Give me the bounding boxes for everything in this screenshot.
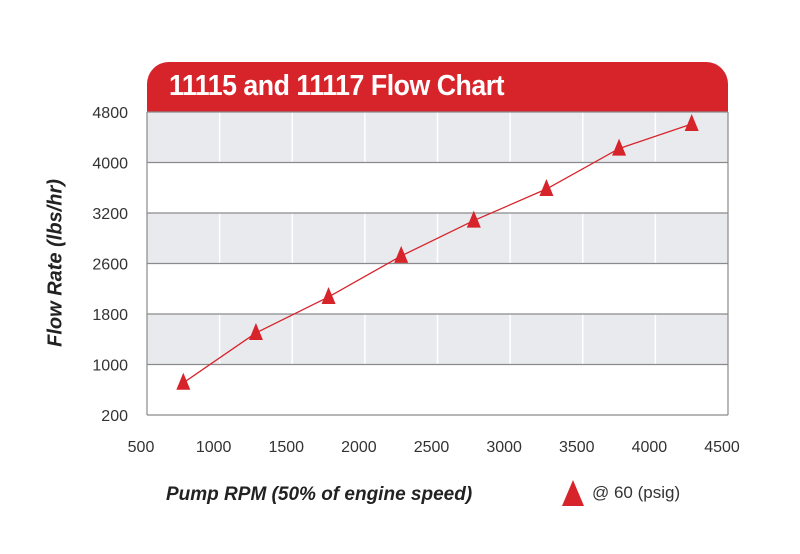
y-tick-label: 4000 [92, 156, 128, 173]
chart-title: 11115 and 11117 Flow Chart [169, 70, 505, 102]
legend: @ 60 (psig) [562, 480, 680, 506]
x-axis-label: Pump RPM (50% of engine speed) [166, 484, 473, 505]
data-point-triangle [539, 179, 554, 197]
legend-label: @ 60 (psig) [592, 483, 681, 502]
y-axis-label: Flow Rate (lbs/hr) [44, 179, 67, 347]
data-point-triangle [394, 245, 409, 263]
data-point-triangle [612, 138, 627, 156]
x-tick-label: 1500 [268, 439, 304, 456]
y-tick-label: 200 [101, 408, 128, 425]
x-tick-label: 1000 [196, 439, 232, 456]
y-tick-label: 1800 [92, 307, 128, 324]
legend-triangle-icon [562, 480, 584, 506]
data-point-triangle [176, 372, 191, 390]
y-tick-label: 2600 [92, 257, 128, 274]
x-tick-label: 500 [128, 439, 155, 456]
data-point-triangle [684, 113, 699, 131]
chart-title-bar: 11115 and 11117 Flow Chart [147, 62, 728, 112]
y-tick-label: 1000 [92, 358, 128, 375]
data-point-triangle [321, 286, 336, 304]
x-tick-label: 2000 [341, 439, 377, 456]
x-tick-label: 3000 [486, 439, 522, 456]
y-tick-label: 4800 [92, 105, 128, 122]
x-tick-label: 3500 [559, 439, 595, 456]
series-line [182, 123, 692, 384]
y-tick-label: 3200 [92, 206, 128, 223]
data-point-triangle [248, 322, 263, 340]
data-point-triangle [466, 210, 481, 228]
x-tick-label: 4000 [632, 439, 668, 456]
x-tick-label: 2500 [414, 439, 450, 456]
x-tick-label: 4500 [704, 439, 740, 456]
